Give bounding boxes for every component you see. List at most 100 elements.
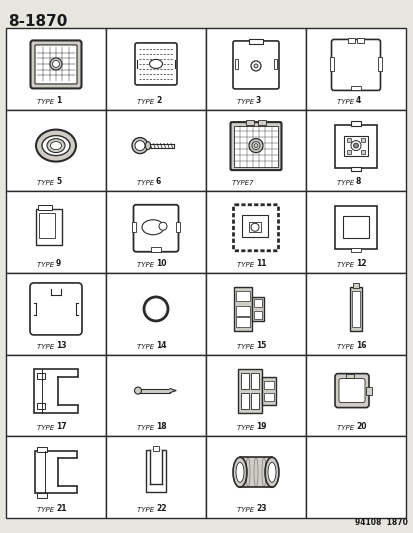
- Bar: [235, 59, 237, 69]
- Bar: [106, 354, 206, 437]
- Text: TYPE: TYPE: [236, 425, 255, 431]
- Text: 16: 16: [355, 341, 366, 350]
- Bar: [34, 303, 38, 315]
- Circle shape: [350, 141, 360, 151]
- Bar: [106, 110, 206, 191]
- Text: 5: 5: [56, 177, 61, 187]
- Bar: [347, 38, 354, 43]
- Bar: [305, 28, 405, 110]
- Text: TYPE: TYPE: [36, 262, 56, 268]
- Text: 94108  1870: 94108 1870: [354, 518, 407, 527]
- Bar: [346, 138, 350, 142]
- FancyBboxPatch shape: [331, 39, 380, 91]
- Bar: [150, 450, 161, 484]
- Bar: [37, 402, 45, 409]
- Ellipse shape: [233, 457, 247, 487]
- Text: TYPE: TYPE: [136, 425, 156, 431]
- Bar: [263, 393, 273, 401]
- FancyBboxPatch shape: [35, 45, 77, 84]
- Bar: [35, 451, 77, 493]
- Text: 15: 15: [255, 341, 266, 350]
- Text: 6: 6: [156, 177, 161, 187]
- Text: 8: 8: [355, 177, 361, 187]
- Bar: [305, 273, 405, 354]
- Bar: [137, 60, 141, 68]
- Text: 1: 1: [56, 95, 61, 104]
- Bar: [350, 248, 360, 252]
- Bar: [356, 38, 363, 43]
- Bar: [6, 354, 106, 437]
- Bar: [171, 60, 175, 68]
- Bar: [38, 205, 52, 210]
- Bar: [250, 393, 259, 409]
- Bar: [206, 28, 305, 110]
- Bar: [245, 119, 254, 125]
- Text: TYPE: TYPE: [336, 99, 355, 104]
- Text: 21: 21: [56, 504, 66, 513]
- Bar: [206, 437, 305, 518]
- Ellipse shape: [264, 457, 278, 487]
- Bar: [345, 374, 353, 377]
- Circle shape: [135, 141, 145, 151]
- Circle shape: [254, 143, 257, 148]
- Bar: [346, 150, 350, 154]
- Text: TYPE: TYPE: [36, 99, 56, 104]
- Bar: [254, 311, 261, 319]
- Ellipse shape: [50, 142, 62, 150]
- Circle shape: [52, 60, 59, 68]
- Text: TYPE: TYPE: [36, 180, 56, 187]
- Bar: [240, 393, 248, 409]
- Bar: [6, 191, 106, 273]
- Bar: [51, 289, 61, 295]
- Bar: [350, 167, 360, 171]
- Bar: [176, 222, 180, 232]
- Bar: [106, 437, 206, 518]
- Bar: [305, 437, 405, 518]
- Bar: [350, 120, 360, 126]
- Text: 11: 11: [255, 259, 266, 268]
- Polygon shape: [170, 389, 176, 393]
- Text: TYPE: TYPE: [36, 344, 56, 350]
- Text: 17: 17: [56, 422, 66, 431]
- Text: TYPE7: TYPE7: [232, 180, 255, 187]
- Text: TYPE: TYPE: [36, 425, 56, 431]
- Circle shape: [159, 222, 166, 230]
- Text: TYPE: TYPE: [236, 507, 255, 513]
- Circle shape: [250, 61, 260, 71]
- Bar: [334, 125, 376, 167]
- Bar: [248, 39, 262, 44]
- Bar: [261, 377, 275, 405]
- Text: TYPE: TYPE: [136, 507, 156, 513]
- Bar: [206, 110, 305, 191]
- Ellipse shape: [142, 220, 164, 235]
- Bar: [206, 273, 305, 354]
- Bar: [106, 191, 206, 273]
- Bar: [342, 216, 368, 238]
- Text: TYPE: TYPE: [236, 344, 255, 350]
- Text: TYPE: TYPE: [136, 344, 156, 350]
- Circle shape: [250, 223, 259, 231]
- Bar: [235, 291, 249, 301]
- Circle shape: [50, 58, 62, 70]
- Bar: [273, 59, 276, 69]
- Bar: [305, 110, 405, 191]
- Bar: [233, 287, 252, 331]
- Bar: [237, 369, 261, 413]
- Bar: [146, 450, 166, 492]
- Bar: [250, 373, 259, 389]
- Circle shape: [254, 64, 257, 68]
- FancyBboxPatch shape: [135, 43, 177, 85]
- Text: TYPE: TYPE: [136, 180, 156, 187]
- Bar: [360, 138, 364, 142]
- Ellipse shape: [36, 130, 76, 161]
- Text: 9: 9: [56, 259, 61, 268]
- Circle shape: [144, 297, 168, 321]
- Bar: [34, 369, 78, 413]
- Text: 8-1870: 8-1870: [8, 14, 67, 29]
- Ellipse shape: [42, 135, 70, 156]
- Bar: [206, 191, 305, 273]
- Bar: [6, 273, 106, 354]
- Circle shape: [248, 139, 262, 152]
- Bar: [349, 287, 361, 331]
- Ellipse shape: [267, 462, 275, 482]
